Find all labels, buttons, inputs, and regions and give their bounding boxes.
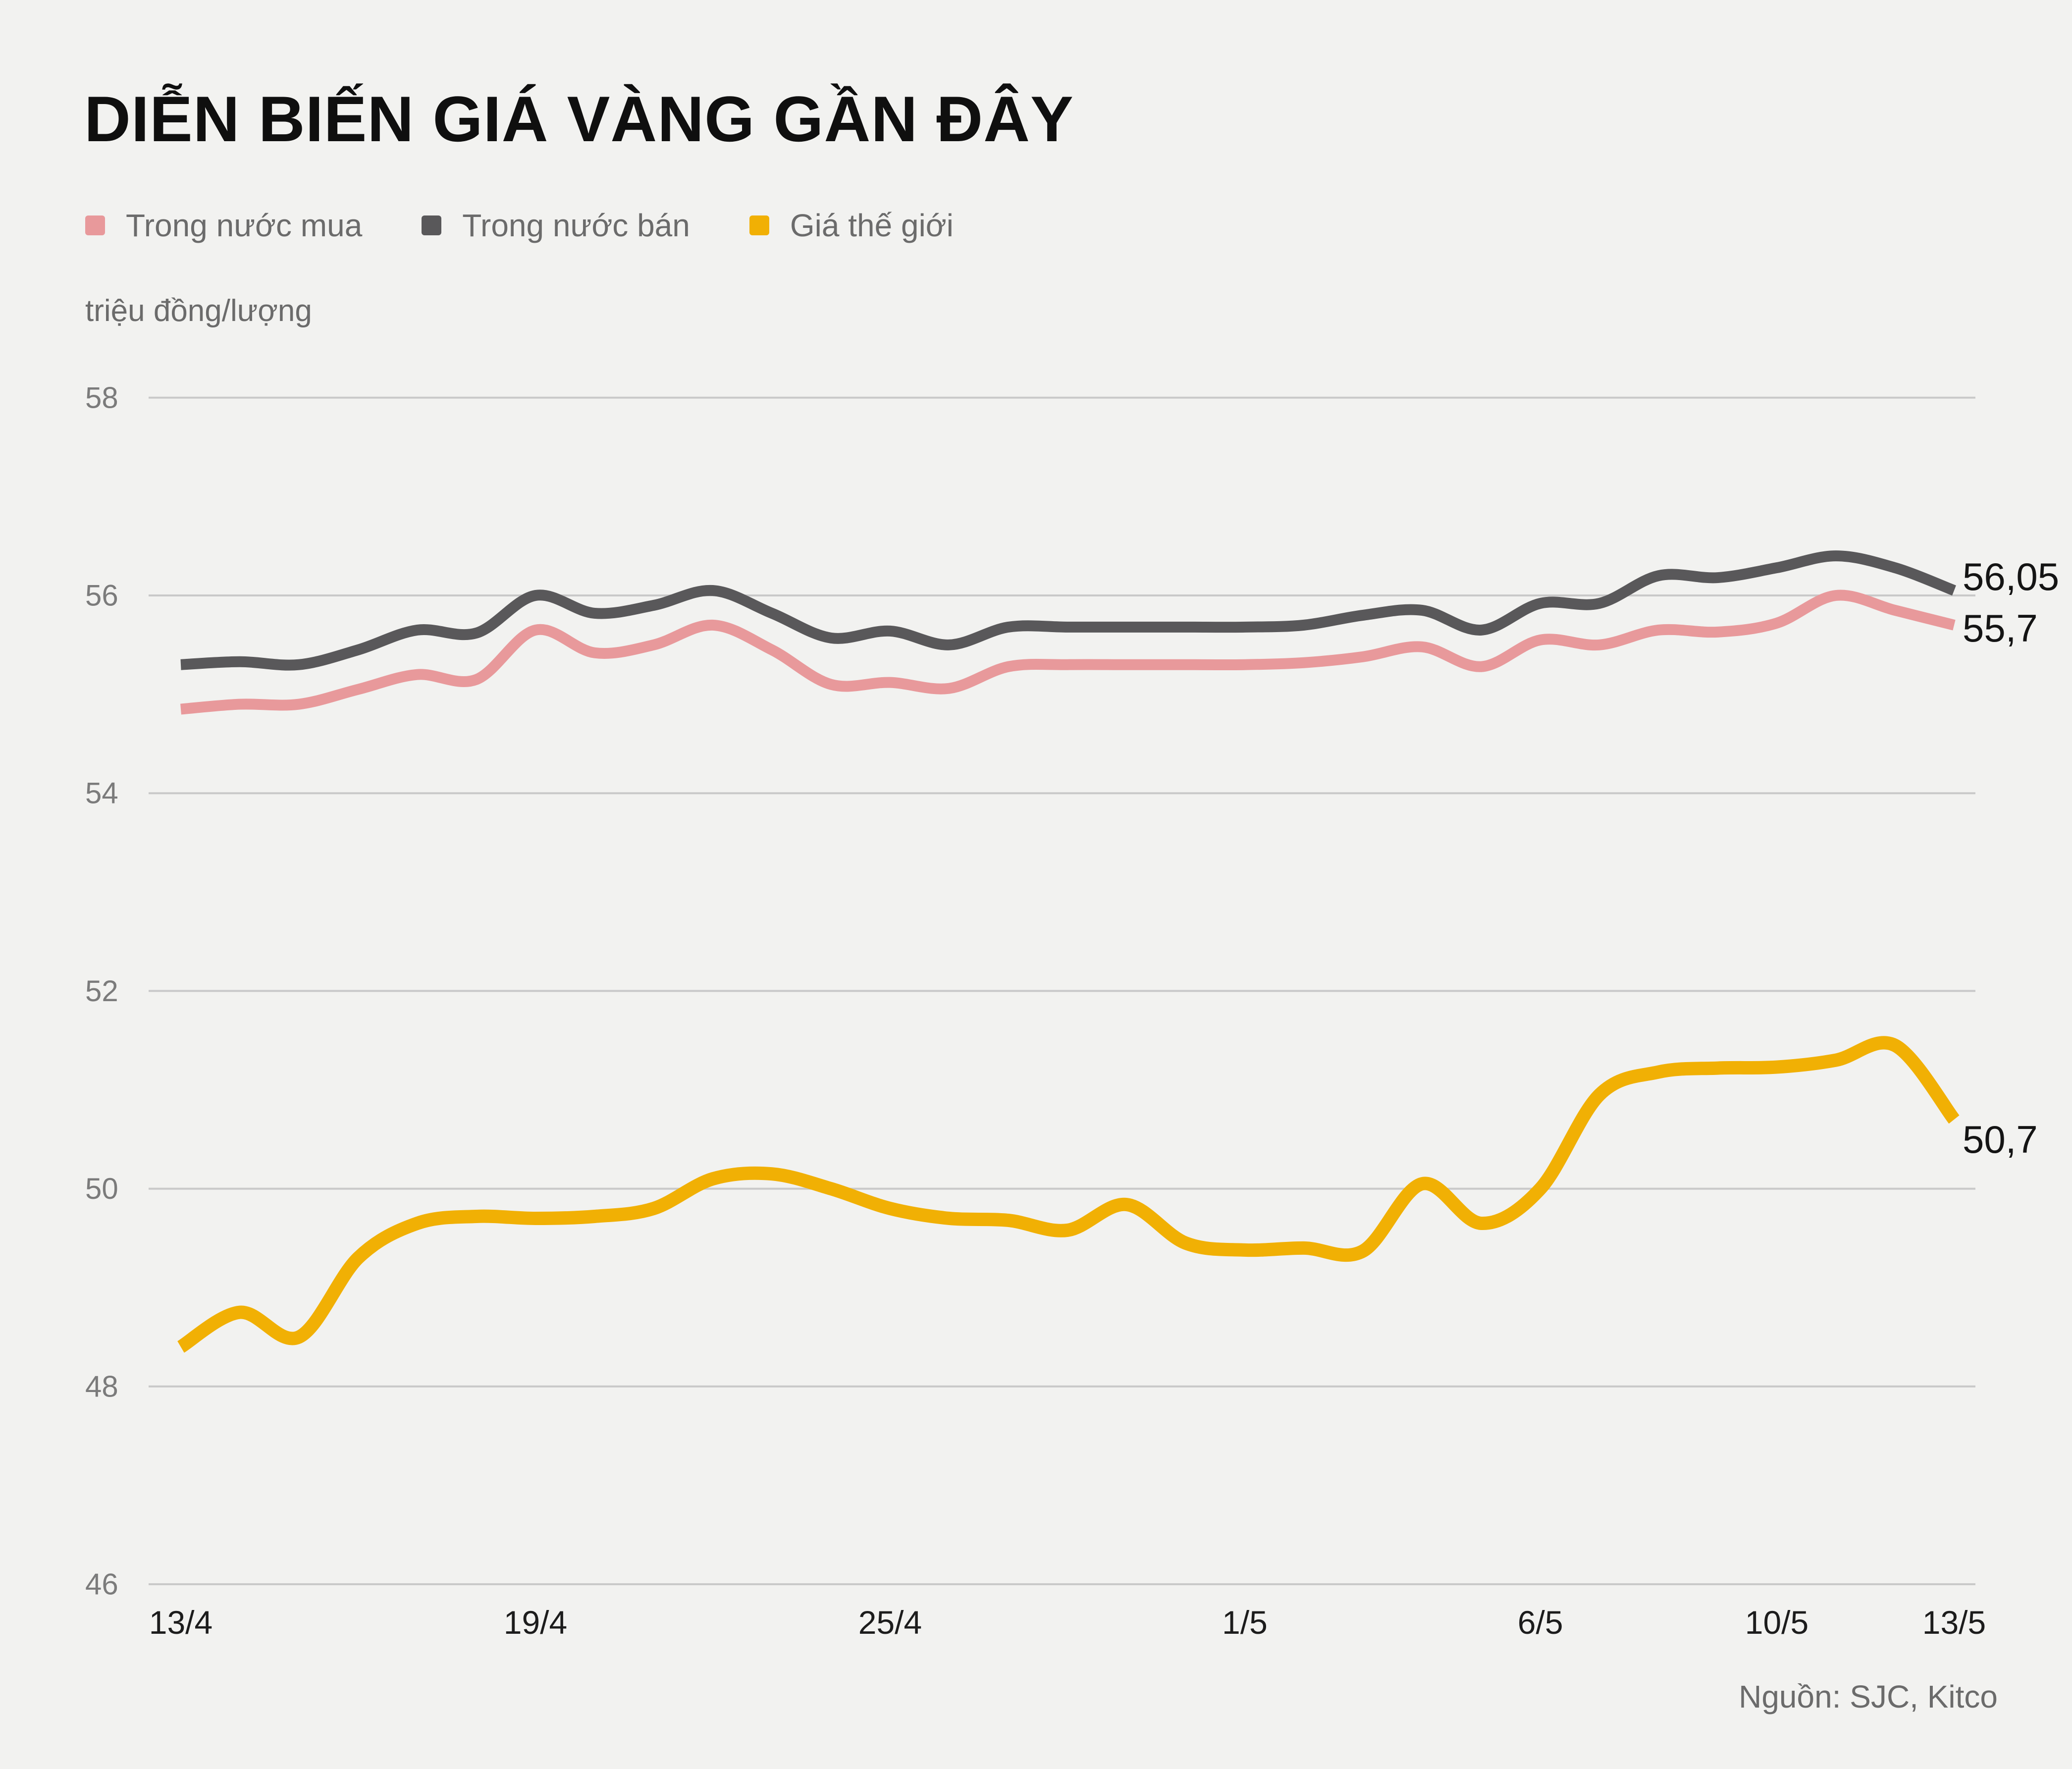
x-tick-label-6/5: 6/5 — [1518, 1604, 1563, 1641]
y-tick-label-46: 46 — [85, 1568, 118, 1601]
legend-label-world-price: Giá thế giới — [790, 208, 954, 243]
x-tick-label-13/5: 13/5 — [1922, 1604, 1986, 1641]
legend: Trong nước mua Trong nước bán Giá thế gi… — [85, 207, 954, 244]
y-tick-label-52: 52 — [85, 974, 118, 1008]
legend-label-domestic-buy: Trong nước mua — [126, 208, 363, 243]
legend-swatch-world-price — [749, 215, 769, 235]
legend-item-domestic-buy: Trong nước mua — [85, 207, 362, 244]
source-credit: Nguồn: SJC, Kitco — [1739, 1679, 1998, 1715]
y-tick-label-48: 48 — [85, 1370, 118, 1403]
x-tick-label-10/5: 10/5 — [1745, 1604, 1808, 1641]
y-tick-label-54: 54 — [85, 777, 118, 810]
legend-item-world-price: Giá thế giới — [749, 207, 954, 244]
legend-item-domestic-sell: Trong nước bán — [422, 207, 690, 244]
series-end-label-2: 50,7 — [1963, 1118, 2038, 1161]
series-line-2 — [177, 1036, 1960, 1353]
legend-swatch-domestic-buy — [85, 215, 105, 235]
series-line-1 — [180, 550, 1956, 671]
legend-swatch-domestic-sell — [422, 215, 442, 235]
y-tick-label-58: 58 — [85, 381, 118, 414]
series-end-label-0: 55,7 — [1963, 606, 2038, 650]
y-tick-label-50: 50 — [85, 1172, 118, 1205]
page-title: DIỄN BIẾN GIÁ VÀNG GẦN ĐÂY — [84, 83, 1074, 155]
x-tick-label-1/5: 1/5 — [1222, 1604, 1268, 1641]
x-tick-label-13/4: 13/4 — [149, 1604, 213, 1641]
x-tick-label-19/4: 19/4 — [504, 1604, 567, 1641]
series-line-0 — [180, 590, 1956, 715]
y-tick-label-56: 56 — [85, 579, 118, 612]
y-axis-unit-label: triệu đồng/lượng — [85, 294, 312, 328]
legend-label-domestic-sell: Trong nước bán — [462, 208, 690, 243]
series-end-label-1: 56,05 — [1963, 555, 2059, 598]
x-tick-label-25/4: 25/4 — [858, 1604, 922, 1641]
